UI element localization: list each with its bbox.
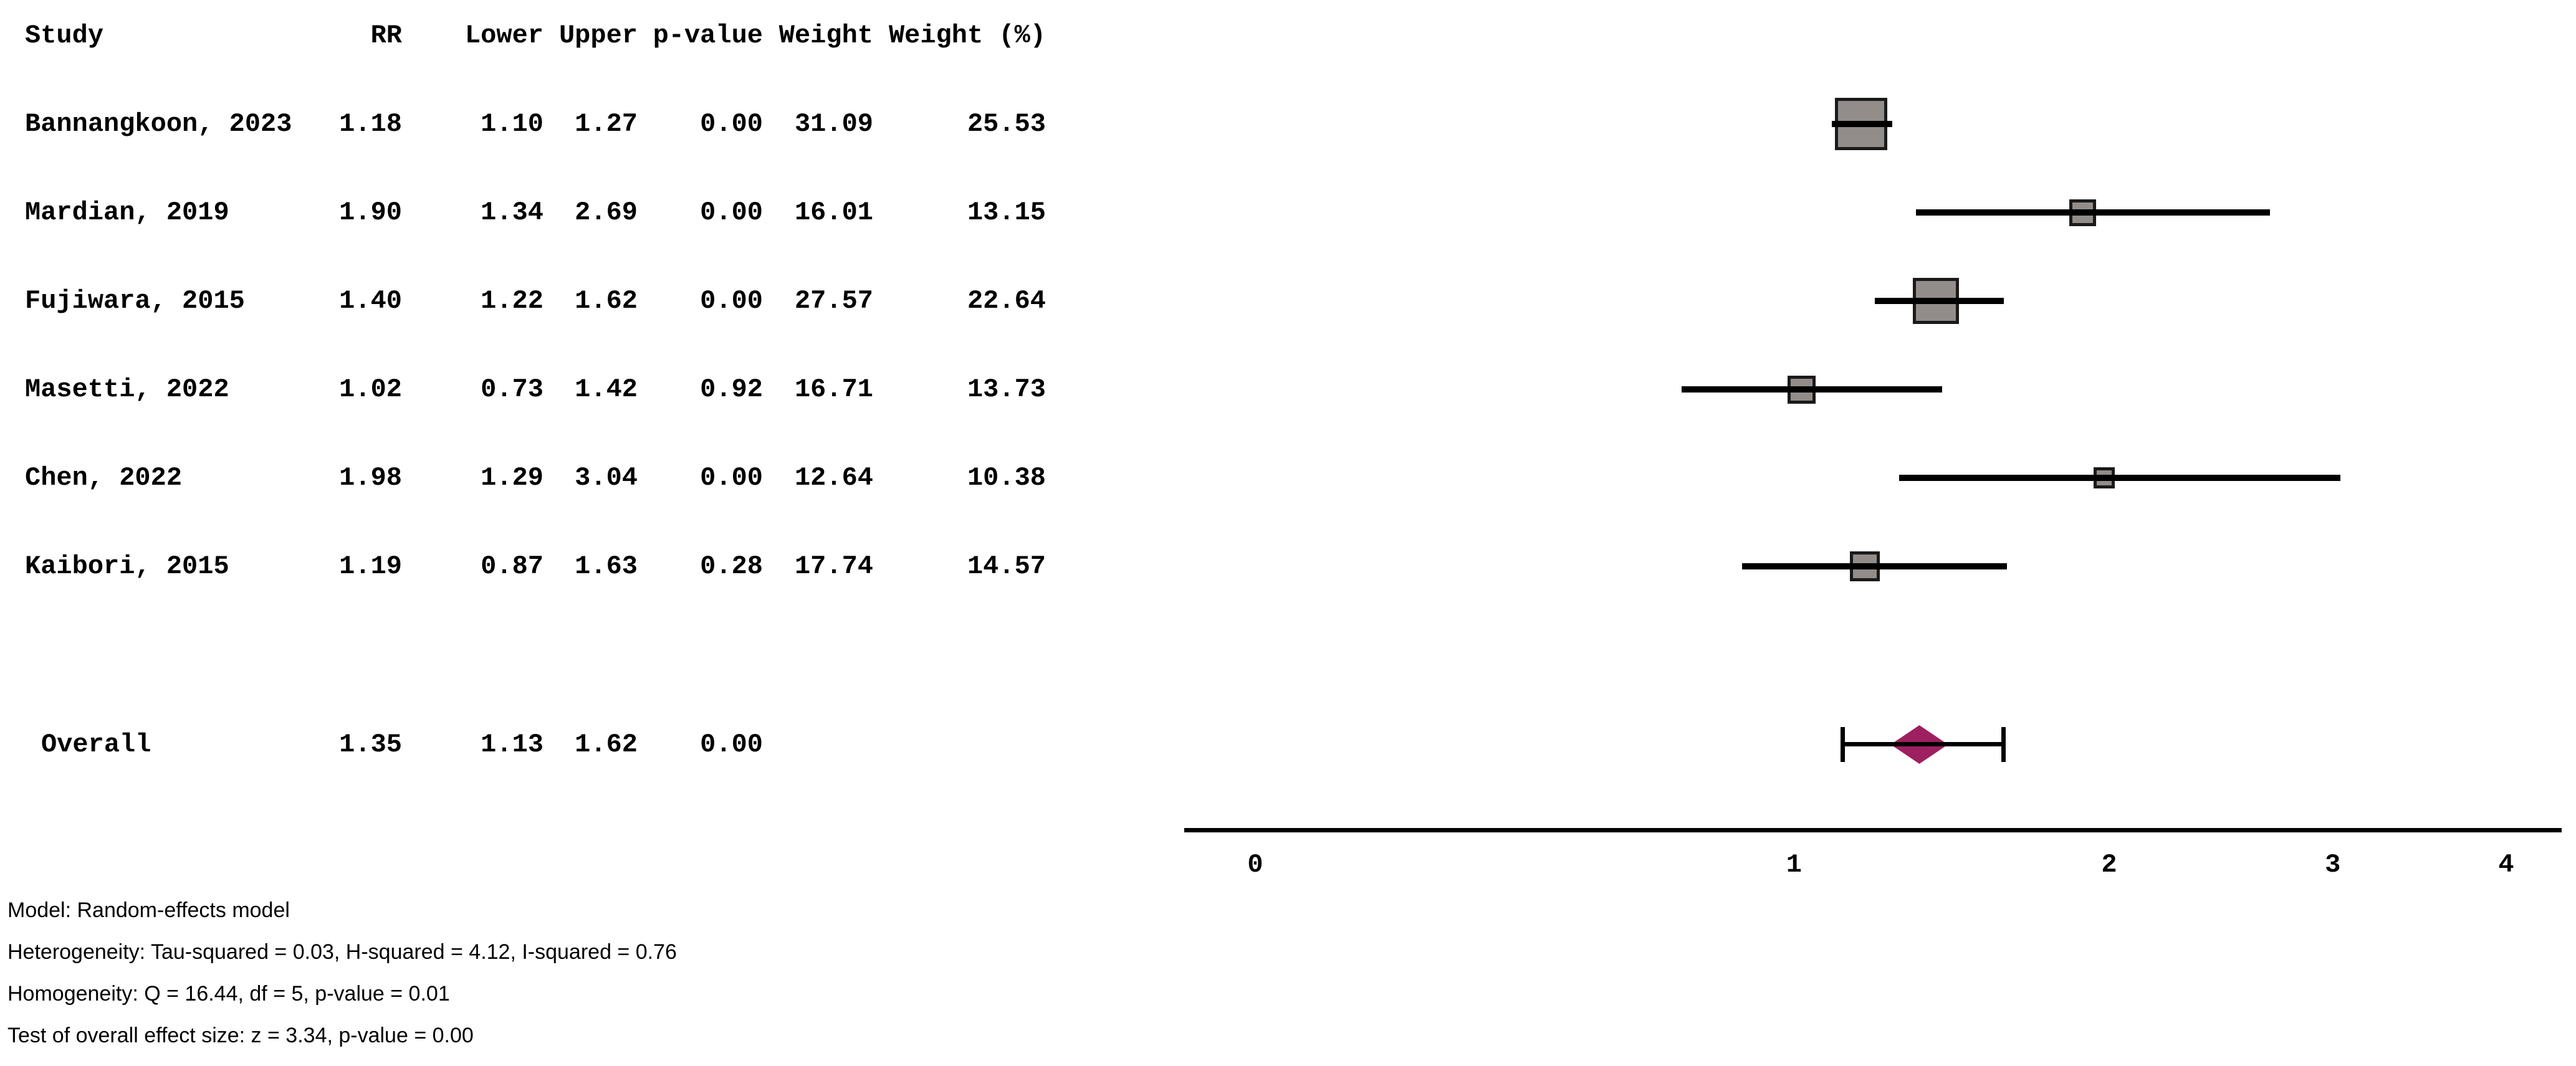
cell-rr: 1.02: [339, 374, 402, 404]
cell-weight: 31.09: [794, 109, 873, 139]
x-axis-line: [1184, 828, 2562, 832]
cell-lower: 0.87: [481, 551, 543, 581]
cell-upper: 1.27: [575, 109, 638, 139]
cell-lower: 1.10: [481, 109, 543, 139]
cell-upper: 2.69: [575, 197, 638, 227]
header-rr: RR: [370, 21, 402, 50]
cell-weight-pct: 13.73: [967, 374, 1046, 404]
axis-tick-label-4: 4: [2498, 850, 2514, 880]
cell-p-value: 0.00: [700, 197, 763, 227]
cell-rr: 1.19: [339, 551, 402, 581]
header-weight: Weight: [778, 21, 873, 50]
axis-tick-label-1: 1: [1786, 850, 1802, 880]
cell-upper: 1.62: [575, 286, 638, 316]
cell-upper: 1.42: [575, 374, 638, 404]
cell-study: Chen, 2022: [25, 463, 183, 493]
homogeneity-line: Homogeneity: Q = 16.44, df = 5, p-value …: [7, 982, 450, 1006]
cell-study: Kaibori, 2015: [25, 551, 229, 581]
cell-rr: 1.98: [339, 463, 402, 493]
axis-tick-label-3: 3: [2325, 850, 2341, 880]
axis-tick-label-2: 2: [2101, 850, 2117, 880]
heterogeneity-line: Heterogeneity: Tau-squared = 0.03, H-squ…: [7, 940, 677, 964]
cell-weight: 16.71: [794, 374, 873, 404]
ci-line-3: [1681, 386, 1943, 393]
cell-p-value: 0.00: [700, 286, 763, 316]
cell-study: Fujiwara, 2015: [25, 286, 245, 316]
axis-tick-label-0: 0: [1247, 850, 1263, 880]
cell-study: Bannangkoon, 2023: [25, 109, 292, 139]
cell-rr: 1.40: [339, 286, 402, 316]
cell-weight-pct: 22.64: [967, 286, 1046, 316]
model-line: Model: Random-effects model: [7, 898, 290, 922]
model-statistics: Model: Random-effects model Heterogeneit…: [7, 890, 677, 1057]
overall-test-line: Test of overall effect size: z = 3.34, p…: [7, 1024, 474, 1047]
cell-weight-pct: 25.53: [967, 109, 1046, 139]
cell-rr: 1.90: [339, 197, 402, 227]
ci-line-1: [1916, 209, 2271, 216]
header-weight-pct: Weight (%): [888, 21, 1046, 50]
cell-p-value: 0.00: [700, 109, 763, 139]
cell-weight-pct: 10.38: [967, 463, 1046, 493]
table-row: Kaibori, 2015 1.19 0.87 1.63 0.28 17.74 …: [0, 549, 2576, 584]
cell-weight-pct: 13.15: [967, 197, 1046, 227]
cell-lower: 1.13: [481, 730, 543, 759]
cell-lower: 1.22: [481, 286, 543, 316]
cell-study: Overall: [41, 730, 151, 759]
cell-p-value: 0.00: [700, 463, 763, 493]
table-row: Chen, 2022 1.98 1.29 3.04 0.00 12.64 10.…: [0, 460, 2576, 495]
cell-weight: 12.64: [794, 463, 873, 493]
cell-upper: 3.04: [575, 463, 638, 493]
header-lower: Lower: [464, 21, 543, 50]
cell-upper: 1.62: [575, 730, 638, 759]
header-study: Study: [25, 21, 104, 50]
overall-ci-cap-right: [2001, 727, 2006, 762]
cell-lower: 1.34: [481, 197, 543, 227]
overall-ci-cap-left: [1840, 727, 1845, 762]
ci-line-5: [1741, 563, 2007, 569]
header-p-value: p-value: [653, 21, 763, 50]
table-header-row: Study RR Lower Upper p-value Weight Weig…: [0, 18, 2576, 53]
cell-weight: 27.57: [794, 286, 873, 316]
cell-weight-pct: 14.57: [967, 551, 1046, 581]
cell-p-value: 0.00: [700, 730, 763, 759]
cell-p-value: 0.92: [700, 374, 763, 404]
cell-weight: 16.01: [794, 197, 873, 227]
table-overall-row: Overall 1.35 1.13 1.62 0.00: [0, 727, 2576, 762]
ci-line-4: [1899, 475, 2341, 481]
cell-rr: 1.18: [339, 109, 402, 139]
table-row: Masetti, 2022 1.02 0.73 1.42 0.92 16.71 …: [0, 372, 2576, 407]
ci-line-0: [1832, 121, 1893, 127]
cell-lower: 1.29: [481, 463, 543, 493]
header-upper: Upper: [558, 21, 638, 50]
overall-ci-line: [1842, 742, 2004, 746]
cell-upper: 1.63: [575, 551, 638, 581]
table-row: Fujiwara, 2015 1.40 1.22 1.62 0.00 27.57…: [0, 283, 2576, 318]
ci-line-2: [1875, 298, 2004, 304]
cell-lower: 0.73: [481, 374, 543, 404]
cell-study: Mardian, 2019: [25, 197, 229, 227]
cell-p-value: 0.28: [700, 551, 763, 581]
cell-weight: 17.74: [794, 551, 873, 581]
cell-study: Masetti, 2022: [25, 374, 229, 404]
cell-rr: 1.35: [339, 730, 402, 759]
table-row: Bannangkoon, 2023 1.18 1.10 1.27 0.00 31…: [0, 107, 2576, 141]
table-row: Mardian, 2019 1.90 1.34 2.69 0.00 16.01 …: [0, 195, 2576, 230]
